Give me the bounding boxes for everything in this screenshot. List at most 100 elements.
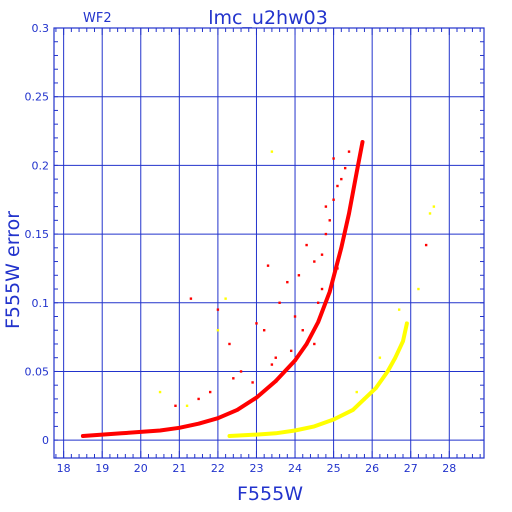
data-point bbox=[305, 342, 309, 346]
data-point bbox=[197, 397, 200, 401]
data-point bbox=[316, 301, 320, 304]
grid bbox=[54, 27, 484, 458]
data-point bbox=[297, 274, 301, 277]
data-point bbox=[320, 253, 324, 256]
data-point bbox=[208, 390, 212, 394]
data-point bbox=[254, 433, 258, 437]
data-point bbox=[216, 416, 220, 420]
data-point bbox=[100, 433, 104, 437]
chart-title: lmc_u2hw03 bbox=[208, 7, 328, 29]
data-points bbox=[80, 140, 436, 438]
y-tick-label: 0.1 bbox=[32, 297, 50, 310]
data-point bbox=[216, 308, 220, 311]
data-point bbox=[328, 290, 332, 294]
data-point bbox=[432, 205, 436, 208]
data-point bbox=[332, 418, 336, 422]
data-point bbox=[289, 349, 293, 353]
data-point bbox=[266, 264, 270, 267]
data-point bbox=[324, 232, 328, 236]
data-point bbox=[274, 431, 278, 435]
data-point bbox=[332, 157, 335, 160]
data-point bbox=[340, 177, 343, 181]
data-point bbox=[255, 322, 258, 325]
x-tick-label: 21 bbox=[172, 462, 186, 475]
data-point bbox=[374, 386, 378, 390]
data-point bbox=[313, 342, 316, 346]
x-tick-label: 22 bbox=[211, 462, 225, 475]
series-1 bbox=[80, 140, 428, 438]
x-axis-ticks: 18 19 20 21 22 23 24 25 26 27 28 bbox=[55, 28, 481, 475]
data-point bbox=[239, 370, 243, 373]
y-tick-label: 0 bbox=[42, 434, 49, 447]
x-tick-label: 24 bbox=[288, 462, 302, 475]
data-point bbox=[355, 390, 358, 394]
x-tick-label: 19 bbox=[95, 462, 109, 475]
data-point bbox=[347, 211, 351, 215]
data-point bbox=[278, 301, 281, 304]
data-point bbox=[119, 431, 123, 435]
data-point bbox=[361, 140, 365, 144]
data-point bbox=[320, 287, 324, 291]
data-point bbox=[228, 342, 231, 346]
data-point bbox=[316, 320, 320, 324]
data-point bbox=[424, 243, 428, 247]
data-point bbox=[185, 404, 189, 407]
data-point bbox=[417, 287, 420, 291]
data-point bbox=[347, 150, 351, 153]
data-point bbox=[177, 426, 181, 430]
y-tick-label: 0.05 bbox=[25, 365, 50, 378]
data-point bbox=[232, 377, 235, 380]
data-point bbox=[336, 184, 339, 188]
data-point bbox=[254, 396, 258, 400]
data-point bbox=[428, 212, 432, 215]
corner-label: WF2 bbox=[83, 11, 112, 26]
y-tick-label: 0.15 bbox=[25, 228, 50, 241]
data-point bbox=[355, 170, 359, 174]
x-axis-label: F555W bbox=[237, 483, 303, 505]
y-axis-ticks: 0 0.05 0.1 0.15 0.2 0.25 0.3 bbox=[25, 22, 484, 447]
x-tick-label: 25 bbox=[327, 462, 341, 475]
data-point bbox=[393, 356, 397, 360]
data-point bbox=[139, 430, 143, 434]
x-tick-label: 20 bbox=[134, 462, 148, 475]
data-point bbox=[293, 358, 297, 362]
data-point bbox=[235, 408, 239, 412]
data-point bbox=[224, 297, 227, 300]
data-point bbox=[174, 404, 177, 407]
dense-point-band bbox=[80, 140, 365, 438]
data-point bbox=[286, 280, 289, 284]
data-point bbox=[312, 424, 316, 428]
data-point bbox=[397, 308, 401, 311]
y-axis-label: F555W error bbox=[2, 211, 24, 329]
series-2 bbox=[158, 150, 436, 438]
x-tick-label: 27 bbox=[404, 462, 418, 475]
data-point bbox=[251, 381, 254, 384]
data-point bbox=[158, 429, 162, 433]
data-point bbox=[324, 205, 328, 208]
data-point bbox=[305, 243, 308, 247]
data-point bbox=[293, 429, 297, 433]
data-point bbox=[301, 329, 304, 332]
data-point bbox=[401, 339, 405, 343]
y-tick-label: 0.3 bbox=[32, 22, 50, 35]
data-point bbox=[274, 356, 277, 359]
data-point bbox=[227, 434, 231, 438]
plot-frame bbox=[53, 27, 485, 459]
data-point bbox=[351, 408, 355, 412]
data-point bbox=[81, 434, 85, 438]
data-point bbox=[339, 246, 343, 250]
y-tick-label: 0.25 bbox=[25, 91, 50, 104]
x-tick-label: 26 bbox=[365, 462, 379, 475]
data-point bbox=[189, 297, 193, 300]
x-tick-label: 28 bbox=[442, 462, 456, 475]
data-point bbox=[328, 219, 331, 222]
data-point bbox=[197, 422, 201, 426]
data-point bbox=[313, 260, 316, 263]
data-point bbox=[216, 329, 220, 332]
data-point bbox=[270, 363, 274, 366]
x-tick-label: 18 bbox=[57, 462, 71, 475]
data-point bbox=[343, 166, 347, 170]
y-tick-label: 0.2 bbox=[32, 159, 50, 172]
data-point bbox=[362, 397, 366, 401]
